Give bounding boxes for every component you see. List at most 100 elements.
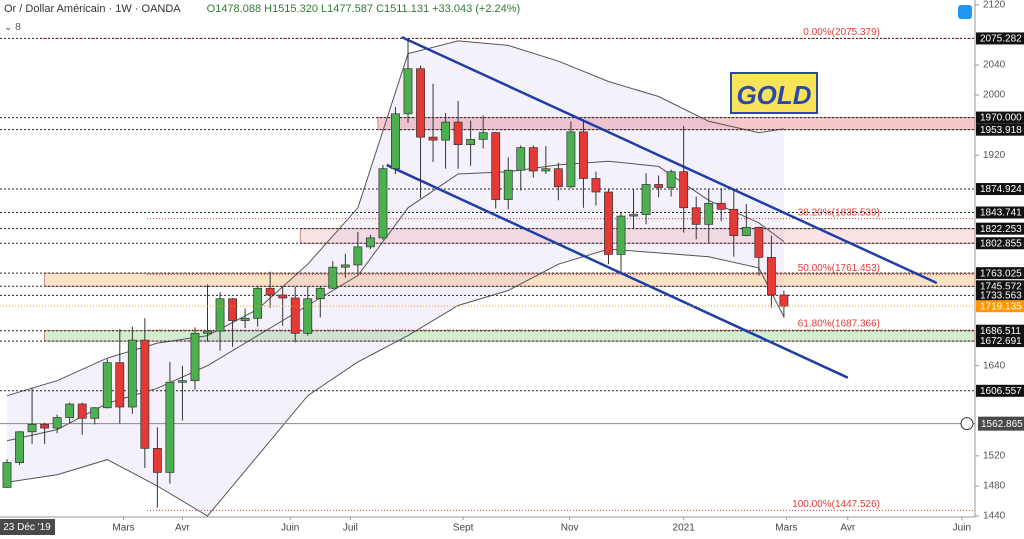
trendline — [401, 36, 938, 285]
level-label-bg — [976, 123, 1024, 136]
candle-body — [253, 287, 263, 319]
candle-body — [77, 403, 87, 419]
level-label: 1745.572 — [980, 281, 1022, 292]
candle-body — [203, 330, 212, 334]
trendline — [386, 163, 849, 379]
candle-body — [52, 417, 62, 429]
level-label-bg — [976, 267, 1024, 280]
candle-body — [127, 339, 137, 408]
y-tick-label: 2000 — [983, 90, 1006, 101]
candle-body — [641, 184, 651, 215]
current-price-bg — [976, 300, 1024, 313]
crosshair-y-label: 1562.865 — [981, 419, 1023, 430]
candle-body — [591, 178, 601, 193]
fib-label: 50.00%(1761.453) — [798, 263, 880, 274]
ohlc-readout: O1478.088 H1515.320 L1477.587 C1511.131 … — [206, 3, 521, 15]
x-tick-label: Avr — [840, 523, 855, 534]
level-label: 1686.511 — [980, 326, 1021, 337]
candle-body — [165, 381, 175, 473]
candle-body — [178, 380, 187, 383]
level-label: 1672.691 — [980, 336, 1022, 347]
y-tick-label: 1520 — [983, 451, 1006, 462]
candle-body — [528, 147, 538, 172]
level-label: 1763.025 — [980, 268, 1022, 279]
candle-body — [403, 68, 413, 115]
candle-body — [27, 423, 37, 433]
crosshair-x-bg — [0, 519, 55, 535]
level-label-bg — [976, 111, 1024, 124]
candle-body — [365, 237, 375, 248]
level-label: 1843.741 — [980, 208, 1022, 219]
level-label-bg — [976, 183, 1024, 196]
y-tick-label: 2040 — [983, 60, 1006, 71]
candle-body — [303, 298, 313, 334]
level-label-bg — [976, 32, 1024, 45]
candle-body — [152, 448, 162, 473]
candle-body — [2, 462, 12, 488]
level-label-bg — [976, 289, 1024, 302]
candle-body — [553, 168, 563, 188]
candle-body — [328, 266, 338, 289]
candle-body — [240, 317, 250, 321]
candle-body — [541, 168, 551, 172]
candle-body — [278, 294, 288, 299]
candle-body — [391, 113, 400, 170]
current-price-label: 1719.135 — [980, 301, 1022, 312]
level-label: 1606.557 — [980, 386, 1022, 397]
settings-icon[interactable] — [958, 5, 972, 19]
crosshair-add[interactable] — [960, 417, 974, 431]
level-label-bg — [976, 237, 1024, 250]
candle-body — [466, 139, 476, 145]
level-label-bg — [976, 335, 1024, 348]
x-tick-label: Juil — [343, 523, 358, 534]
candle-body — [416, 68, 425, 138]
level-label: 1733.563 — [980, 290, 1022, 301]
candle-body — [140, 339, 150, 449]
crosshair-y-bg — [978, 416, 1024, 431]
level-label: 2075.282 — [980, 34, 1022, 45]
candle-body — [340, 264, 350, 268]
y-tick-label: 1640 — [983, 360, 1006, 371]
level-label-bg — [976, 280, 1024, 293]
candle-body — [315, 287, 325, 300]
candle-body — [516, 147, 526, 171]
candle-body — [691, 207, 701, 225]
candle-body — [90, 407, 100, 419]
level-label: 1802.855 — [980, 238, 1022, 249]
candle-body — [190, 332, 200, 382]
candle-body — [704, 202, 714, 225]
level-label-bg — [976, 206, 1024, 219]
level-label: 1822.253 — [980, 224, 1022, 235]
crosshair-x-label: 23 Déc '19 — [3, 522, 51, 533]
candle-body — [228, 298, 237, 321]
candle-body — [729, 208, 739, 236]
x-tick-label: Avr — [175, 523, 190, 534]
y-tick-label: 2120 — [983, 0, 1006, 10]
candle-body — [102, 362, 112, 409]
fib-label: 61.80%(1687.366) — [798, 319, 880, 330]
candle-body — [478, 132, 488, 140]
candle-body — [629, 214, 638, 217]
candle-body — [679, 171, 689, 209]
level-label: 1874.924 — [980, 184, 1022, 195]
fib-label: 38.20%(1835.539) — [798, 207, 880, 218]
y-tick-label: 1480 — [983, 481, 1006, 492]
level-label-bg — [976, 222, 1024, 235]
annotation-label: GOLD — [730, 72, 818, 114]
candle-body — [716, 202, 726, 210]
x-tick-label: 2021 — [673, 523, 696, 534]
x-tick-label: Sept — [453, 523, 474, 534]
candle-body — [604, 191, 613, 255]
indicator-toggle[interactable]: ⌄ 8 — [4, 22, 21, 33]
symbol-title: Or / Dollar Américain · 1W · OANDA — [4, 3, 181, 15]
level-label-bg — [976, 384, 1024, 397]
fib-label: 100.00%(1447.526) — [792, 499, 880, 510]
candle-body — [65, 403, 75, 418]
candle-body — [491, 132, 501, 200]
indicator-count: 8 — [15, 22, 21, 33]
candle-body — [578, 131, 588, 179]
x-tick-label: Nov — [561, 523, 579, 534]
candle-body — [503, 169, 513, 200]
candle-body — [766, 257, 776, 296]
